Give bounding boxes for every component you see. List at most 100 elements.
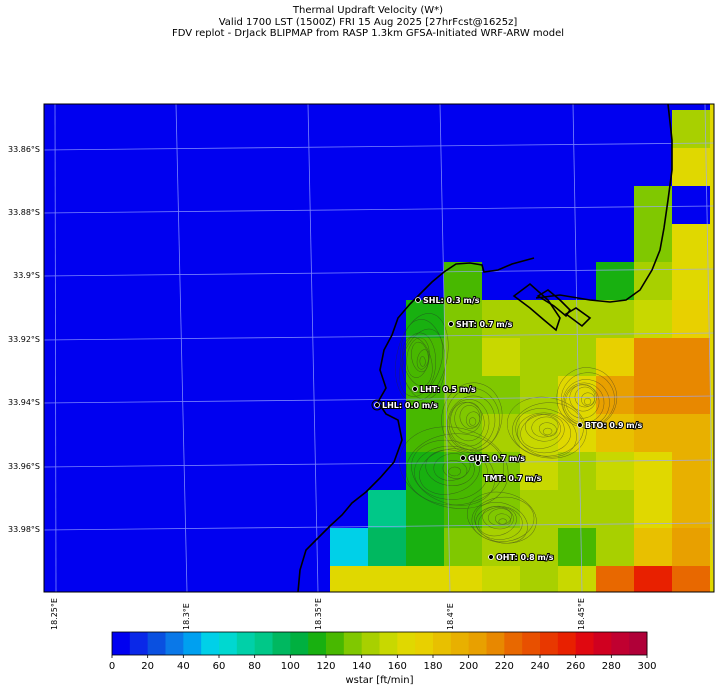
latitude-gridline xyxy=(44,142,714,151)
contour-line xyxy=(531,416,559,438)
colorbar-segment xyxy=(379,632,398,655)
colorbar-frame xyxy=(111,631,648,656)
contour-line xyxy=(542,427,553,436)
updraft-cell xyxy=(482,452,520,490)
latitude-label: 33.92°S xyxy=(8,335,40,344)
contour-line xyxy=(395,313,449,403)
updraft-cell xyxy=(444,338,482,376)
updraft-cell xyxy=(634,338,672,376)
updraft-cell xyxy=(634,186,672,224)
contour-line xyxy=(399,328,444,397)
updraft-cell xyxy=(672,528,710,566)
contour-line xyxy=(569,384,597,412)
colorbar-segment xyxy=(397,632,416,655)
updraft-cell xyxy=(444,566,482,592)
contour-line xyxy=(448,399,490,447)
contour-line xyxy=(433,453,471,481)
updraft-cell xyxy=(482,300,520,338)
colorbar-tick-label: 80 xyxy=(248,661,262,672)
updraft-cell xyxy=(634,452,672,490)
contour-line xyxy=(520,414,565,449)
contour-line xyxy=(467,491,537,544)
updraft-cell xyxy=(482,338,520,376)
colorbar-segment xyxy=(468,632,487,655)
station-label: SHT: 0.7 m/s xyxy=(456,320,513,329)
colorbar-tick-label: 160 xyxy=(387,661,407,672)
colorbar-segment xyxy=(433,632,452,655)
colorbar-segment xyxy=(272,632,291,655)
longitude-label: 18.25°E xyxy=(50,598,59,630)
station-dot xyxy=(374,402,380,408)
colorbar-segment xyxy=(575,632,594,655)
colorbar-segment xyxy=(540,632,559,655)
colorbar-segment xyxy=(147,632,166,655)
updraft-cells xyxy=(330,104,714,592)
contour-line xyxy=(402,332,437,394)
colorbar-segment xyxy=(290,632,309,655)
contour-line xyxy=(574,386,596,408)
contour-line xyxy=(448,466,461,477)
updraft-cell xyxy=(672,490,710,528)
contour-line xyxy=(441,382,503,453)
colorbar-segment xyxy=(629,632,648,655)
station-dot xyxy=(488,554,494,560)
colorbar-segment xyxy=(165,632,184,655)
updraft-cell xyxy=(672,148,710,186)
contour-line xyxy=(471,496,535,542)
contour-line xyxy=(405,433,505,506)
colorbar-segment xyxy=(254,632,273,655)
updraft-cell xyxy=(596,300,634,338)
updraft-cell xyxy=(520,490,558,528)
latitude-label: 33.94°S xyxy=(8,398,40,407)
longitude-gridline xyxy=(572,104,583,592)
contour-line xyxy=(482,506,514,530)
updraft-cell xyxy=(330,528,368,566)
updraft-cell xyxy=(520,566,558,592)
updraft-cell xyxy=(634,224,672,262)
longitude-gridline xyxy=(175,104,188,592)
colorbar-segment xyxy=(326,632,345,655)
chart-title-block: Thermal Updraft Velocity (W*) Valid 1700… xyxy=(0,5,721,40)
contour-line xyxy=(447,395,496,450)
contour-line xyxy=(517,412,571,454)
updraft-cell xyxy=(558,566,596,592)
colorbar-label: wstar [ft/min] xyxy=(345,675,414,686)
map-area[interactable]: SHL: 0.3 m/s SHT: 0.7 m/s LHT: 0.5 m/s LHL:… xyxy=(44,104,716,592)
contour-line xyxy=(507,396,587,459)
colorbar xyxy=(111,631,648,658)
colorbar-segment xyxy=(183,632,202,655)
updraft-cell xyxy=(558,528,596,566)
updraft-cell xyxy=(634,300,672,338)
updraft-cell xyxy=(406,566,444,592)
colorbar-tick-label: 220 xyxy=(494,661,514,672)
colorbar-segment xyxy=(486,632,505,655)
updraft-cell xyxy=(482,566,520,592)
station-markers: SHL: 0.3 m/s SHT: 0.7 m/s LHT: 0.5 m/s LHL:… xyxy=(371,295,644,563)
station-dot xyxy=(577,422,583,428)
colorbar-tick-label: 140 xyxy=(352,661,372,672)
contour-line xyxy=(459,405,481,429)
colorbar-segment xyxy=(219,632,238,655)
colorbar-segment xyxy=(450,632,470,655)
updraft-cell xyxy=(520,452,558,490)
colorbar-tick-label: 0 xyxy=(108,661,116,672)
longitude-label: 18.45°E xyxy=(577,598,586,630)
colorbar-tick-label: 100 xyxy=(280,661,300,672)
updraft-cell xyxy=(482,414,520,452)
updraft-cell xyxy=(444,300,482,338)
updraft-cell xyxy=(672,110,710,148)
station-dot xyxy=(460,455,466,461)
title-line-2: Valid 1700 LST (1500Z) FRI 15 Aug 2025 [… xyxy=(218,16,518,28)
updraft-cell xyxy=(330,566,368,592)
station-label: BTO: 0.9 m/s xyxy=(585,421,643,430)
station-label: SHL: 0.3 m/s xyxy=(423,296,480,305)
contour-line xyxy=(406,337,430,378)
updraft-cell xyxy=(520,414,558,452)
updraft-cell xyxy=(482,490,520,528)
updraft-cell xyxy=(710,104,714,592)
updraft-cell xyxy=(558,490,596,528)
contour-line xyxy=(411,439,496,506)
latitude-gridline xyxy=(44,459,714,468)
contour-line xyxy=(538,422,557,437)
